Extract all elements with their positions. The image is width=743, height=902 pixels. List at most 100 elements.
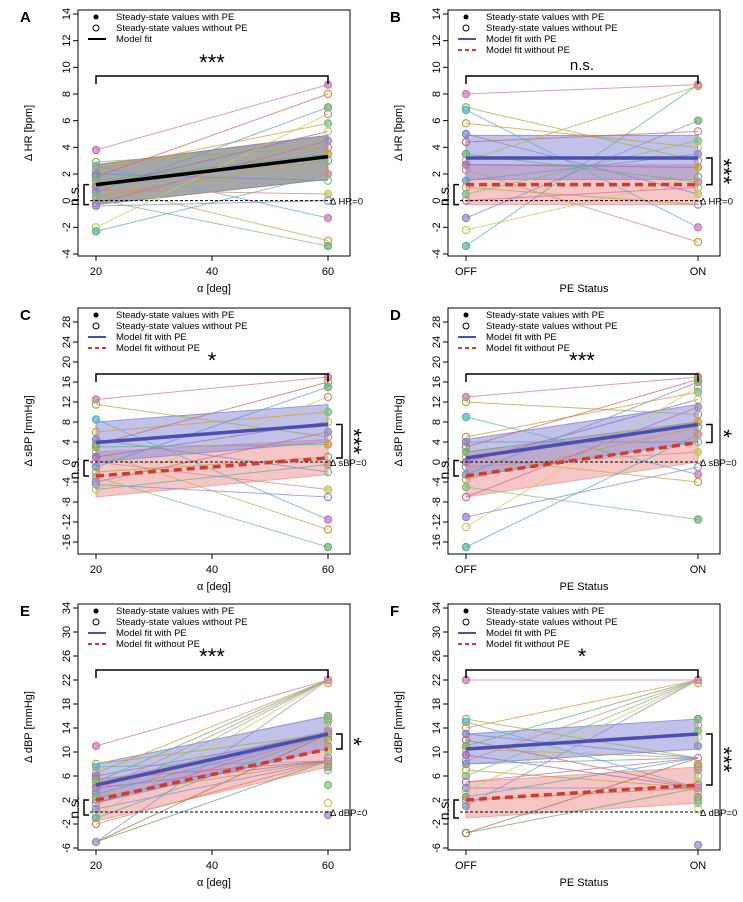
data-point — [323, 525, 333, 534]
data-point — [693, 447, 703, 457]
data-point — [461, 412, 471, 422]
data-point — [91, 400, 101, 409]
ns-bracket — [453, 799, 459, 819]
subject-line — [465, 379, 699, 448]
x-tick-label: 20 — [90, 266, 102, 278]
top-sig-bracket — [95, 669, 329, 678]
top-sig-bracket — [465, 669, 699, 678]
top-sig-label: * — [208, 348, 217, 373]
subject-line — [465, 84, 699, 95]
data-point — [461, 213, 471, 223]
x-tick-label: 60 — [322, 266, 334, 278]
y-tick-label: 18 — [61, 698, 73, 710]
y-tick-label: 34 — [61, 602, 73, 614]
y-tick-label: 10 — [61, 61, 73, 73]
y-tick-label: 8 — [431, 91, 443, 97]
right-sig-label: *** — [711, 158, 736, 184]
data-point — [461, 759, 471, 769]
y-axis-label: Δ sBP [mmHg] — [393, 395, 405, 466]
x-axis-label: PE Status — [560, 877, 609, 889]
data-point — [91, 813, 101, 823]
legend-label: Model fit — [116, 34, 152, 45]
subject-line — [95, 419, 329, 520]
data-point — [323, 407, 333, 417]
y-tick-label: 12 — [431, 35, 443, 47]
data-point — [461, 717, 471, 727]
data-point — [323, 798, 333, 808]
subject-line — [465, 386, 699, 528]
subject-line — [95, 679, 329, 792]
subject-line — [465, 406, 699, 498]
y-axis-label: Δ sBP [mmHg] — [23, 395, 35, 466]
legend-marker — [463, 608, 469, 614]
legend-label: Model fit with PE — [116, 332, 187, 343]
subject-line — [465, 130, 699, 143]
y-tick-label: 4 — [431, 144, 443, 150]
y-tick-label: -12 — [431, 514, 443, 530]
y-tick-label: 20 — [61, 356, 73, 368]
y-tick-label: 0 — [431, 459, 443, 465]
y-tick-label: 20 — [431, 356, 443, 368]
y-tick-label: 12 — [431, 396, 443, 408]
fit-line — [95, 154, 329, 187]
legend-label: Steady-state values with PE — [486, 310, 604, 321]
y-tick-label: -4 — [61, 477, 73, 487]
ns-bracket — [453, 459, 459, 477]
y-tick-label: -2 — [431, 819, 443, 829]
x-tick-label: 60 — [322, 860, 334, 872]
top-sig-label: n.s. — [570, 57, 594, 74]
x-tick-label: 40 — [206, 266, 218, 278]
legend-label: Steady-state values with PE — [486, 12, 604, 23]
data-point — [323, 765, 333, 775]
legend-marker — [93, 608, 99, 614]
data-point — [693, 387, 703, 397]
y-tick-label: -12 — [61, 514, 73, 530]
data-point — [323, 392, 333, 402]
subject-line — [465, 416, 699, 475]
y-tick-label: 0 — [61, 198, 73, 204]
data-point — [461, 105, 471, 115]
legend-marker — [93, 14, 99, 20]
top-sig-bracket — [465, 373, 699, 382]
ns-bracket — [453, 183, 459, 206]
subject-line — [465, 164, 699, 168]
subject-line — [95, 153, 329, 182]
data-point — [461, 89, 471, 99]
subject-line — [465, 679, 699, 747]
y-tick-label: 14 — [61, 722, 73, 734]
data-point — [461, 771, 471, 781]
y-tick-label: 0 — [61, 459, 73, 465]
right-sig-label: * — [711, 429, 736, 438]
subject-line — [95, 733, 329, 765]
subject-line — [95, 439, 329, 473]
subject-line — [95, 386, 329, 468]
data-point — [461, 482, 471, 492]
legend-label: Model fit without PE — [486, 343, 570, 354]
subject-line — [95, 679, 329, 747]
subject-line — [465, 757, 699, 783]
subject-line — [465, 486, 699, 520]
y-tick-label: -16 — [61, 534, 73, 550]
legend-marker — [93, 312, 99, 318]
panel-letter: F — [390, 603, 399, 620]
data-point — [91, 415, 101, 424]
legend-marker — [92, 24, 100, 32]
y-tick-label: 10 — [61, 746, 73, 758]
y-tick-label: 28 — [61, 316, 73, 328]
subject-line — [95, 404, 329, 438]
y-tick-label: 18 — [431, 698, 443, 710]
y-tick-label: 30 — [431, 626, 443, 638]
y-tick-label: 34 — [431, 602, 443, 614]
top-sig-label: *** — [199, 644, 225, 669]
legend-label: Model fit with PE — [486, 332, 557, 343]
subject-line — [465, 381, 699, 475]
x-axis-label: PE Status — [560, 283, 609, 295]
legend-marker — [463, 14, 469, 20]
ns-label: n.s. — [66, 457, 82, 480]
y-tick-label: 8 — [61, 91, 73, 97]
y-tick-label: -2 — [61, 819, 73, 829]
subject-line — [465, 748, 699, 759]
subject-line — [465, 718, 699, 759]
data-point — [461, 542, 471, 552]
